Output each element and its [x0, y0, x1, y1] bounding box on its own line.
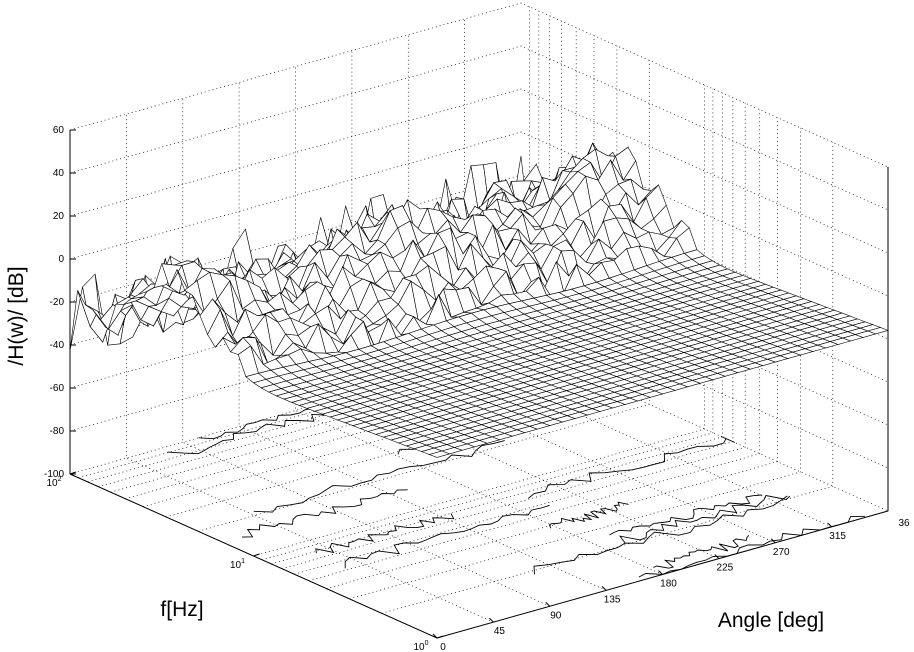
frequency-tick-exponent: 0 [425, 640, 429, 647]
angle-tick-mark [714, 554, 720, 559]
frequency-tick-exponent: 2 [58, 476, 62, 483]
angle-tick-mark [770, 538, 776, 544]
surface-mesh [69, 142, 889, 458]
angle-tick-label: 0 [440, 642, 446, 652]
z-gridline [69, 45, 889, 211]
contour-line [638, 515, 866, 578]
frequency-gridline [381, 142, 834, 614]
contour-line [653, 535, 750, 569]
contour-line [344, 504, 550, 569]
surface-cell [523, 163, 545, 184]
angle-tick-label: 270 [773, 547, 790, 558]
contour-line [533, 495, 788, 575]
z-axis-ticks: 60 40 20 0 -20 -40 -60 -80 -100 [44, 125, 76, 480]
frequency-tick-label: 101 [230, 558, 245, 571]
y-axis-label: f[Hz] [160, 598, 203, 621]
angle-tick-mark [658, 570, 663, 575]
angle-tick-mark [827, 522, 832, 528]
x-axis-label: Angle [deg] [718, 609, 824, 632]
angle-axis-ticks: 0 45 90 135 180 225 270 315 36 [432, 518, 910, 652]
angle-tick-label: 45 [494, 626, 506, 637]
z-tick-label: -40 [50, 340, 65, 351]
contour-line [241, 489, 408, 538]
z-tick-label: 40 [53, 168, 65, 179]
frequency-tick-label: 102 [46, 476, 61, 489]
z-axis-label: /H(w)/ [dB] [5, 266, 28, 365]
frequency-gridline [261, 88, 714, 561]
angle-tick-label: 36 [898, 518, 910, 529]
z-tick-label: -100 [44, 469, 64, 480]
angle-tick-label: 135 [604, 594, 621, 605]
contour-line [253, 440, 505, 513]
z-tick-label: 60 [53, 125, 65, 136]
contour-line [528, 435, 735, 499]
frequency-gridline [198, 60, 650, 532]
angle-tick-mark [601, 586, 607, 591]
surface-cell [428, 450, 451, 458]
contour-line [315, 513, 455, 554]
frequency-tick-mark [253, 553, 260, 557]
z-gridline [69, 131, 889, 297]
angle-tick-label: 180 [660, 579, 677, 590]
angle-tick-mark [545, 601, 551, 607]
frequency-gridline [308, 109, 761, 582]
z-tick-label: 0 [58, 254, 64, 265]
frequency-tick-mark [69, 471, 77, 475]
z-tick-label: -80 [50, 426, 65, 437]
frequency-tick-exponent: 1 [241, 558, 245, 565]
frequency-gridline [294, 103, 746, 575]
contour-line [548, 501, 629, 529]
z-tick-label: -60 [50, 383, 65, 394]
frequency-gridline [326, 117, 778, 589]
z-gridline [69, 2, 889, 168]
angle-tick-label: 315 [829, 531, 846, 542]
contour-line [609, 494, 762, 536]
z-tick-label: 20 [53, 211, 65, 222]
frequency-tick-label: 100 [413, 640, 428, 652]
angle-tick-label: 90 [550, 610, 562, 621]
z-gridline [69, 88, 889, 254]
angle-tick-label: 225 [717, 563, 734, 574]
z-tick-label: -20 [50, 297, 65, 308]
contour-line [618, 494, 791, 544]
frequency-gridline [349, 127, 801, 600]
frequency-tick-mark [436, 635, 444, 639]
angle-tick-mark [489, 617, 494, 623]
angle-tick-mark [432, 633, 438, 639]
frequency-gridline [253, 85, 705, 557]
